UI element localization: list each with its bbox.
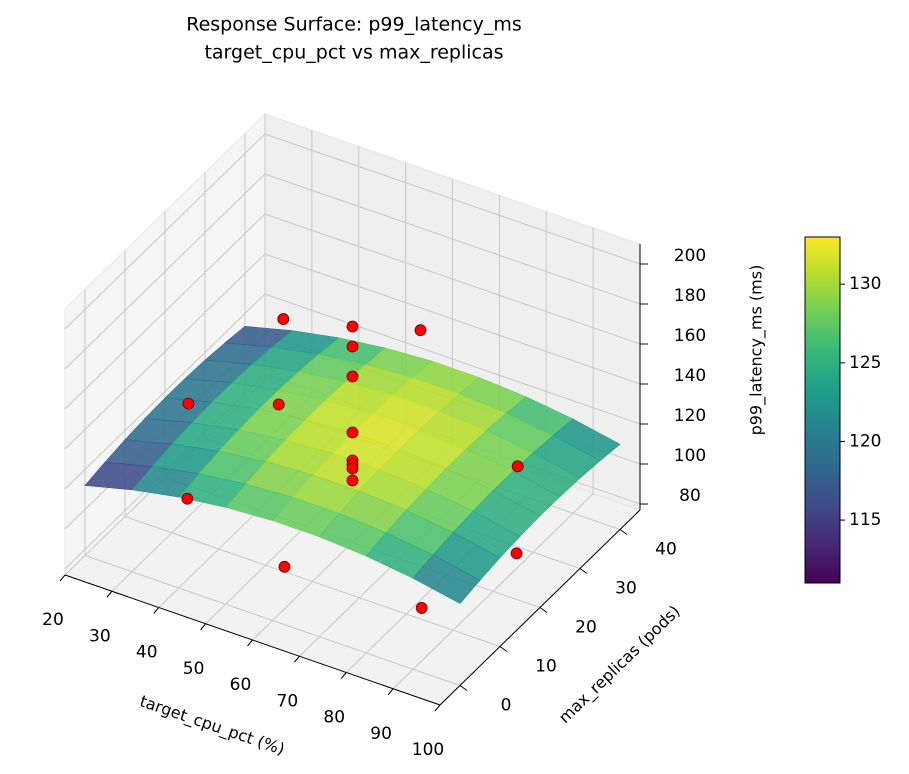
tick-mark xyxy=(340,672,347,679)
grid-line xyxy=(64,213,266,410)
data-point xyxy=(346,370,359,383)
x-tick-label: 60 xyxy=(230,675,252,695)
tick-mark xyxy=(619,529,628,535)
tick-mark xyxy=(293,655,300,663)
x-tick-label: 80 xyxy=(323,708,345,728)
grid-line xyxy=(264,173,641,305)
colorbar-tick-label: 115 xyxy=(849,510,881,530)
data-point xyxy=(346,474,359,487)
data-point xyxy=(182,397,195,410)
x-axis-label: target_cpu_pct (%) xyxy=(137,691,287,759)
axis-line xyxy=(64,574,441,706)
tick-mark xyxy=(106,590,113,598)
data-point xyxy=(414,324,427,337)
tick-mark xyxy=(539,607,548,613)
data-point xyxy=(415,602,428,614)
z-axis-label: p99_latency_ms (ms) xyxy=(747,265,767,436)
colorbar-tick-label: 120 xyxy=(849,431,881,451)
y-tick-label: 30 xyxy=(615,579,637,599)
x-tick-label: 40 xyxy=(136,643,158,663)
colorbar-tick-label: 125 xyxy=(849,353,881,373)
x-tick-label: 50 xyxy=(183,659,205,679)
data-point xyxy=(277,313,290,325)
x-tick-label: 70 xyxy=(277,691,299,711)
y-tick-label: 0 xyxy=(501,696,512,716)
z-tick-label: 100 xyxy=(674,446,706,466)
data-point xyxy=(346,320,359,333)
z-tick-label: 140 xyxy=(674,366,706,386)
data-point xyxy=(511,460,524,473)
grid-line xyxy=(64,173,266,370)
tick-mark xyxy=(459,685,468,691)
tick-mark xyxy=(499,646,508,652)
colorbar xyxy=(804,236,841,584)
colorbar-tick-label: 130 xyxy=(849,274,881,294)
axis-line xyxy=(439,509,641,706)
y-tick-label: 20 xyxy=(575,618,597,638)
x-tick-label: 30 xyxy=(89,626,111,646)
z-tick-label: 80 xyxy=(679,486,701,506)
chart-title: Response Surface: p99_latency_ms xyxy=(186,14,522,36)
x-tick-label: 90 xyxy=(370,724,392,744)
y-tick-label: 10 xyxy=(535,657,557,677)
y-tick-label: 40 xyxy=(655,540,677,560)
data-point xyxy=(346,340,359,353)
grid-line xyxy=(124,516,501,647)
z-tick-label: 120 xyxy=(674,406,706,426)
grid-line xyxy=(264,213,641,345)
tick-mark xyxy=(579,568,588,574)
data-point xyxy=(510,547,523,560)
grid-line xyxy=(64,133,266,330)
tick-mark xyxy=(200,623,207,631)
grid-line xyxy=(264,293,641,425)
tick-mark xyxy=(387,688,394,696)
tick-mark xyxy=(59,574,66,582)
tick-mark xyxy=(434,704,441,712)
grid-line xyxy=(264,253,641,385)
data-point xyxy=(181,492,194,505)
data-point xyxy=(278,560,291,573)
data-point xyxy=(272,398,285,411)
z-tick-label: 160 xyxy=(674,326,706,346)
grid-line xyxy=(264,133,641,265)
z-tick-label: 180 xyxy=(674,286,706,306)
z-tick-label: 200 xyxy=(674,246,706,266)
surface-facet xyxy=(412,554,481,604)
tick-mark xyxy=(247,639,253,647)
grid-line xyxy=(64,253,266,450)
x-tick-label: 20 xyxy=(42,610,64,630)
data-point xyxy=(346,426,359,439)
chart-subtitle: target_cpu_pct vs max_replicas xyxy=(204,42,503,64)
grid-line xyxy=(64,293,266,490)
x-tick-label: 100 xyxy=(412,740,444,760)
tick-mark xyxy=(153,607,160,614)
data-point xyxy=(346,462,359,475)
grid-line xyxy=(84,555,461,686)
